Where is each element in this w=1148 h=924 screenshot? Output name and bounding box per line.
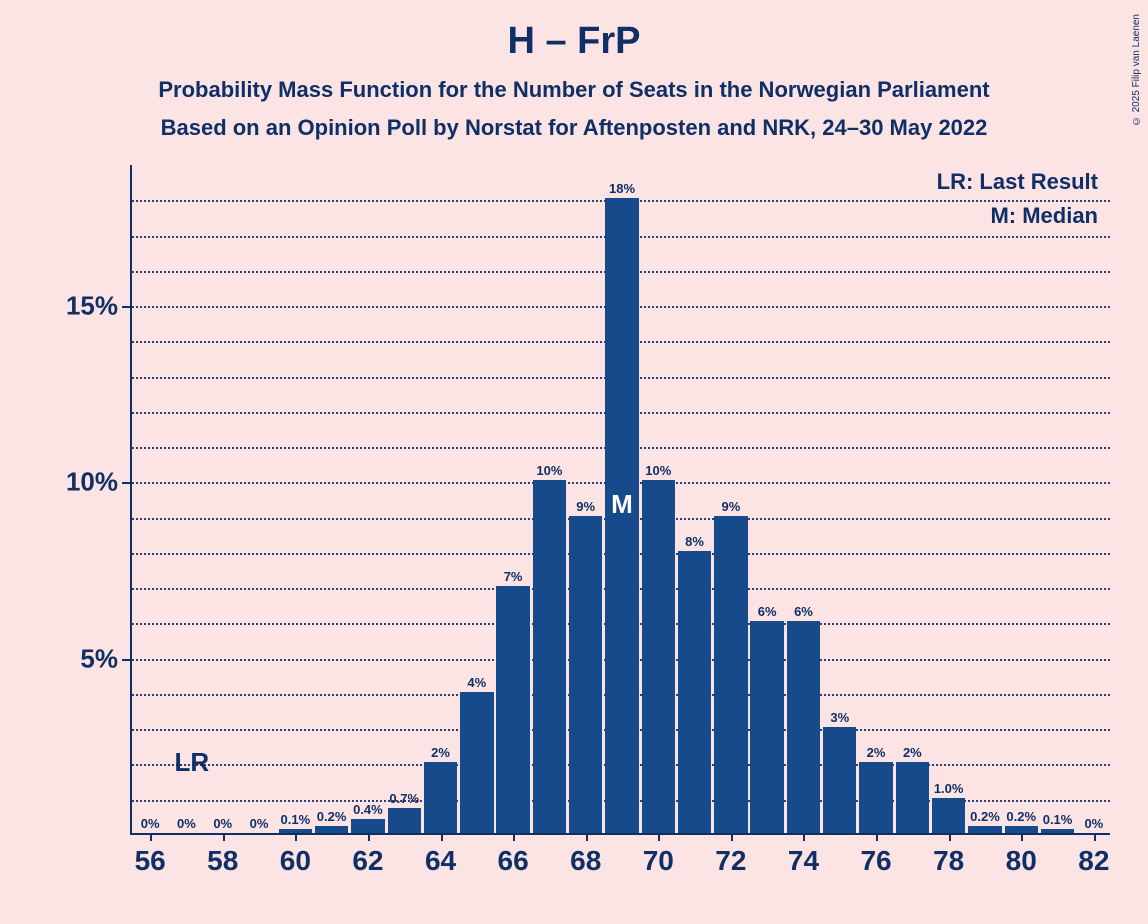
bar	[750, 621, 783, 833]
x-axis-label: 80	[1006, 845, 1037, 877]
x-axis-label: 70	[643, 845, 674, 877]
x-axis-label: 62	[352, 845, 383, 877]
bar-value-label: 2%	[882, 745, 942, 760]
last-result-marker: LR	[174, 747, 209, 778]
bar	[968, 826, 1001, 833]
bar	[351, 819, 384, 833]
bar	[496, 586, 529, 833]
x-axis-label: 72	[715, 845, 746, 877]
bar-value-label: 3%	[810, 710, 870, 725]
bar	[460, 692, 493, 833]
x-axis-label: 74	[788, 845, 819, 877]
x-tick	[731, 833, 733, 841]
x-tick	[876, 833, 878, 841]
x-axis-label: 66	[498, 845, 529, 877]
chart-subtitle-2: Based on an Opinion Poll by Norstat for …	[0, 115, 1148, 141]
x-tick	[1094, 833, 1096, 841]
chart-container: LR: Last Result M: Median 5%10%15%0%0%0%…	[70, 165, 1120, 865]
x-axis-label: 76	[860, 845, 891, 877]
bar	[787, 621, 820, 833]
x-tick	[658, 833, 660, 841]
x-axis-label: 78	[933, 845, 964, 877]
x-axis-label: 56	[135, 845, 166, 877]
x-axis-label: 58	[207, 845, 238, 877]
bar	[424, 762, 457, 833]
bar-value-label: 10%	[628, 463, 688, 478]
bar	[823, 727, 856, 833]
bar	[678, 551, 711, 833]
bar	[569, 516, 602, 833]
bar	[896, 762, 929, 833]
legend-m: M: Median	[937, 203, 1098, 229]
x-tick	[1021, 833, 1023, 841]
y-axis-label: 10%	[66, 467, 132, 498]
x-tick	[223, 833, 225, 841]
x-axis-label: 82	[1078, 845, 1109, 877]
x-tick	[150, 833, 152, 841]
bar	[388, 808, 421, 833]
bar	[714, 516, 747, 833]
x-tick	[441, 833, 443, 841]
y-axis-label: 15%	[66, 291, 132, 322]
bar-value-label: 1.0%	[919, 781, 979, 796]
legend: LR: Last Result M: Median	[937, 169, 1098, 237]
bar-value-label: 9%	[701, 499, 761, 514]
bar	[315, 826, 348, 833]
plot-area: LR: Last Result M: Median 5%10%15%0%0%0%…	[130, 165, 1110, 835]
bar	[859, 762, 892, 833]
legend-lr: LR: Last Result	[937, 169, 1098, 195]
x-tick	[295, 833, 297, 841]
x-tick	[803, 833, 805, 841]
x-axis-label: 60	[280, 845, 311, 877]
x-tick	[368, 833, 370, 841]
median-marker: M	[611, 489, 633, 520]
x-tick	[949, 833, 951, 841]
x-axis-label: 68	[570, 845, 601, 877]
x-tick	[513, 833, 515, 841]
chart-title: H – FrP	[0, 0, 1148, 63]
x-axis-label: 64	[425, 845, 456, 877]
bar-value-label: 10%	[519, 463, 579, 478]
copyright-text: © 2025 Filip van Laenen	[1131, 14, 1142, 126]
y-axis-label: 5%	[80, 643, 132, 674]
bar	[533, 480, 566, 833]
bar-value-label: 6%	[773, 604, 833, 619]
x-tick	[586, 833, 588, 841]
chart-subtitle-1: Probability Mass Function for the Number…	[0, 77, 1148, 103]
bar-value-label: 0%	[1064, 816, 1124, 831]
bar-value-label: 18%	[592, 181, 652, 196]
